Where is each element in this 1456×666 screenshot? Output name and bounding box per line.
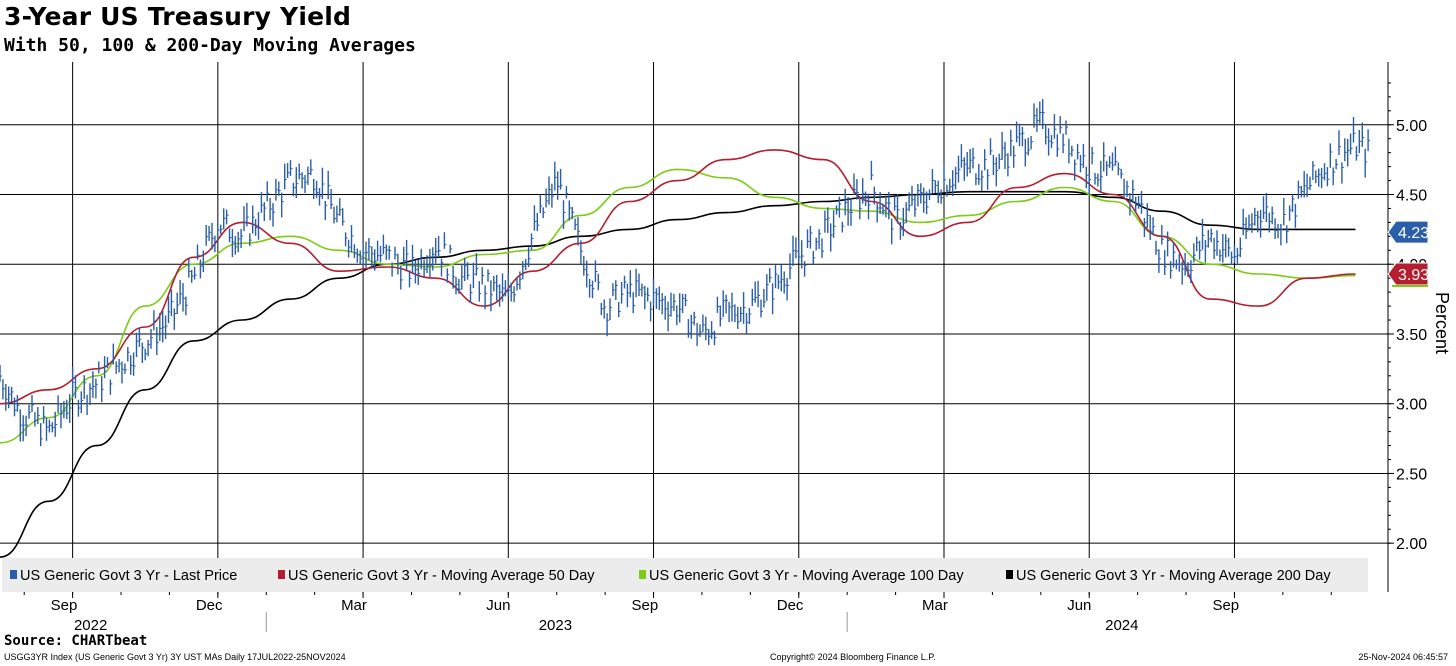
- legend-label: US Generic Govt 3 Yr - Moving Average 20…: [1016, 568, 1331, 584]
- x-tick-label: Sep: [632, 597, 659, 614]
- y-tick-label: 2.50: [1396, 466, 1427, 483]
- x-tick-label: Sep: [51, 597, 78, 614]
- last-price-end-label: 4.23: [1398, 225, 1429, 242]
- x-tick-label: Mar: [341, 597, 367, 614]
- legend-swatch: [278, 570, 285, 579]
- legend-swatch: [10, 570, 17, 579]
- chart-title: 3-Year US Treasury Yield: [4, 2, 352, 31]
- year-label: 2024: [1105, 617, 1138, 634]
- legend-swatch: [1006, 570, 1013, 579]
- x-tick-label: Sep: [1212, 597, 1239, 614]
- ma50-end-label: 3.93: [1398, 267, 1429, 284]
- y-tick-label: 5.00: [1396, 118, 1427, 135]
- legend-swatch: [639, 570, 646, 579]
- y-tick-label: 3.00: [1396, 397, 1427, 414]
- footer-copyright: Copyright© 2024 Bloomberg Finance L.P.: [770, 652, 936, 662]
- ma100-line: [0, 168, 1356, 444]
- ma50-end-label-box: [1387, 262, 1429, 286]
- y-axis-title: Percent: [1432, 292, 1452, 354]
- footer-timestamp: 25-Nov-2024 06:45:57: [1358, 652, 1448, 662]
- y-tick-label: 2.00: [1396, 536, 1427, 553]
- x-tick-label: Jun: [1067, 597, 1091, 614]
- x-tick-label: Dec: [777, 597, 804, 614]
- footer-index-info: USGG3YR Index (US Generic Govt 3 Yr) 3Y …: [4, 652, 346, 662]
- ma200-line: [0, 190, 1356, 558]
- last-price-end-label-box: [1387, 220, 1429, 244]
- year-label: 2022: [74, 617, 107, 634]
- y-tick-label: 3.50: [1396, 327, 1427, 344]
- legend-label: US Generic Govt 3 Yr - Last Price: [20, 568, 237, 584]
- year-label: 2023: [539, 617, 572, 634]
- legend-box: [2, 558, 1368, 592]
- legend-label: US Generic Govt 3 Yr - Moving Average 10…: [649, 568, 964, 584]
- ma50-line: [0, 149, 1356, 405]
- chart-subtitle: With 50, 100 & 200-Day Moving Averages: [4, 35, 416, 56]
- x-tick-label: Dec: [196, 597, 223, 614]
- source-note: Source: CHARTbeat: [4, 633, 148, 649]
- last-price-bars: [0, 99, 1371, 447]
- y-tick-label: 4.50: [1396, 188, 1427, 205]
- legend-label: US Generic Govt 3 Yr - Moving Average 50…: [288, 568, 595, 584]
- x-tick-label: Mar: [922, 597, 948, 614]
- x-tick-label: Jun: [486, 597, 510, 614]
